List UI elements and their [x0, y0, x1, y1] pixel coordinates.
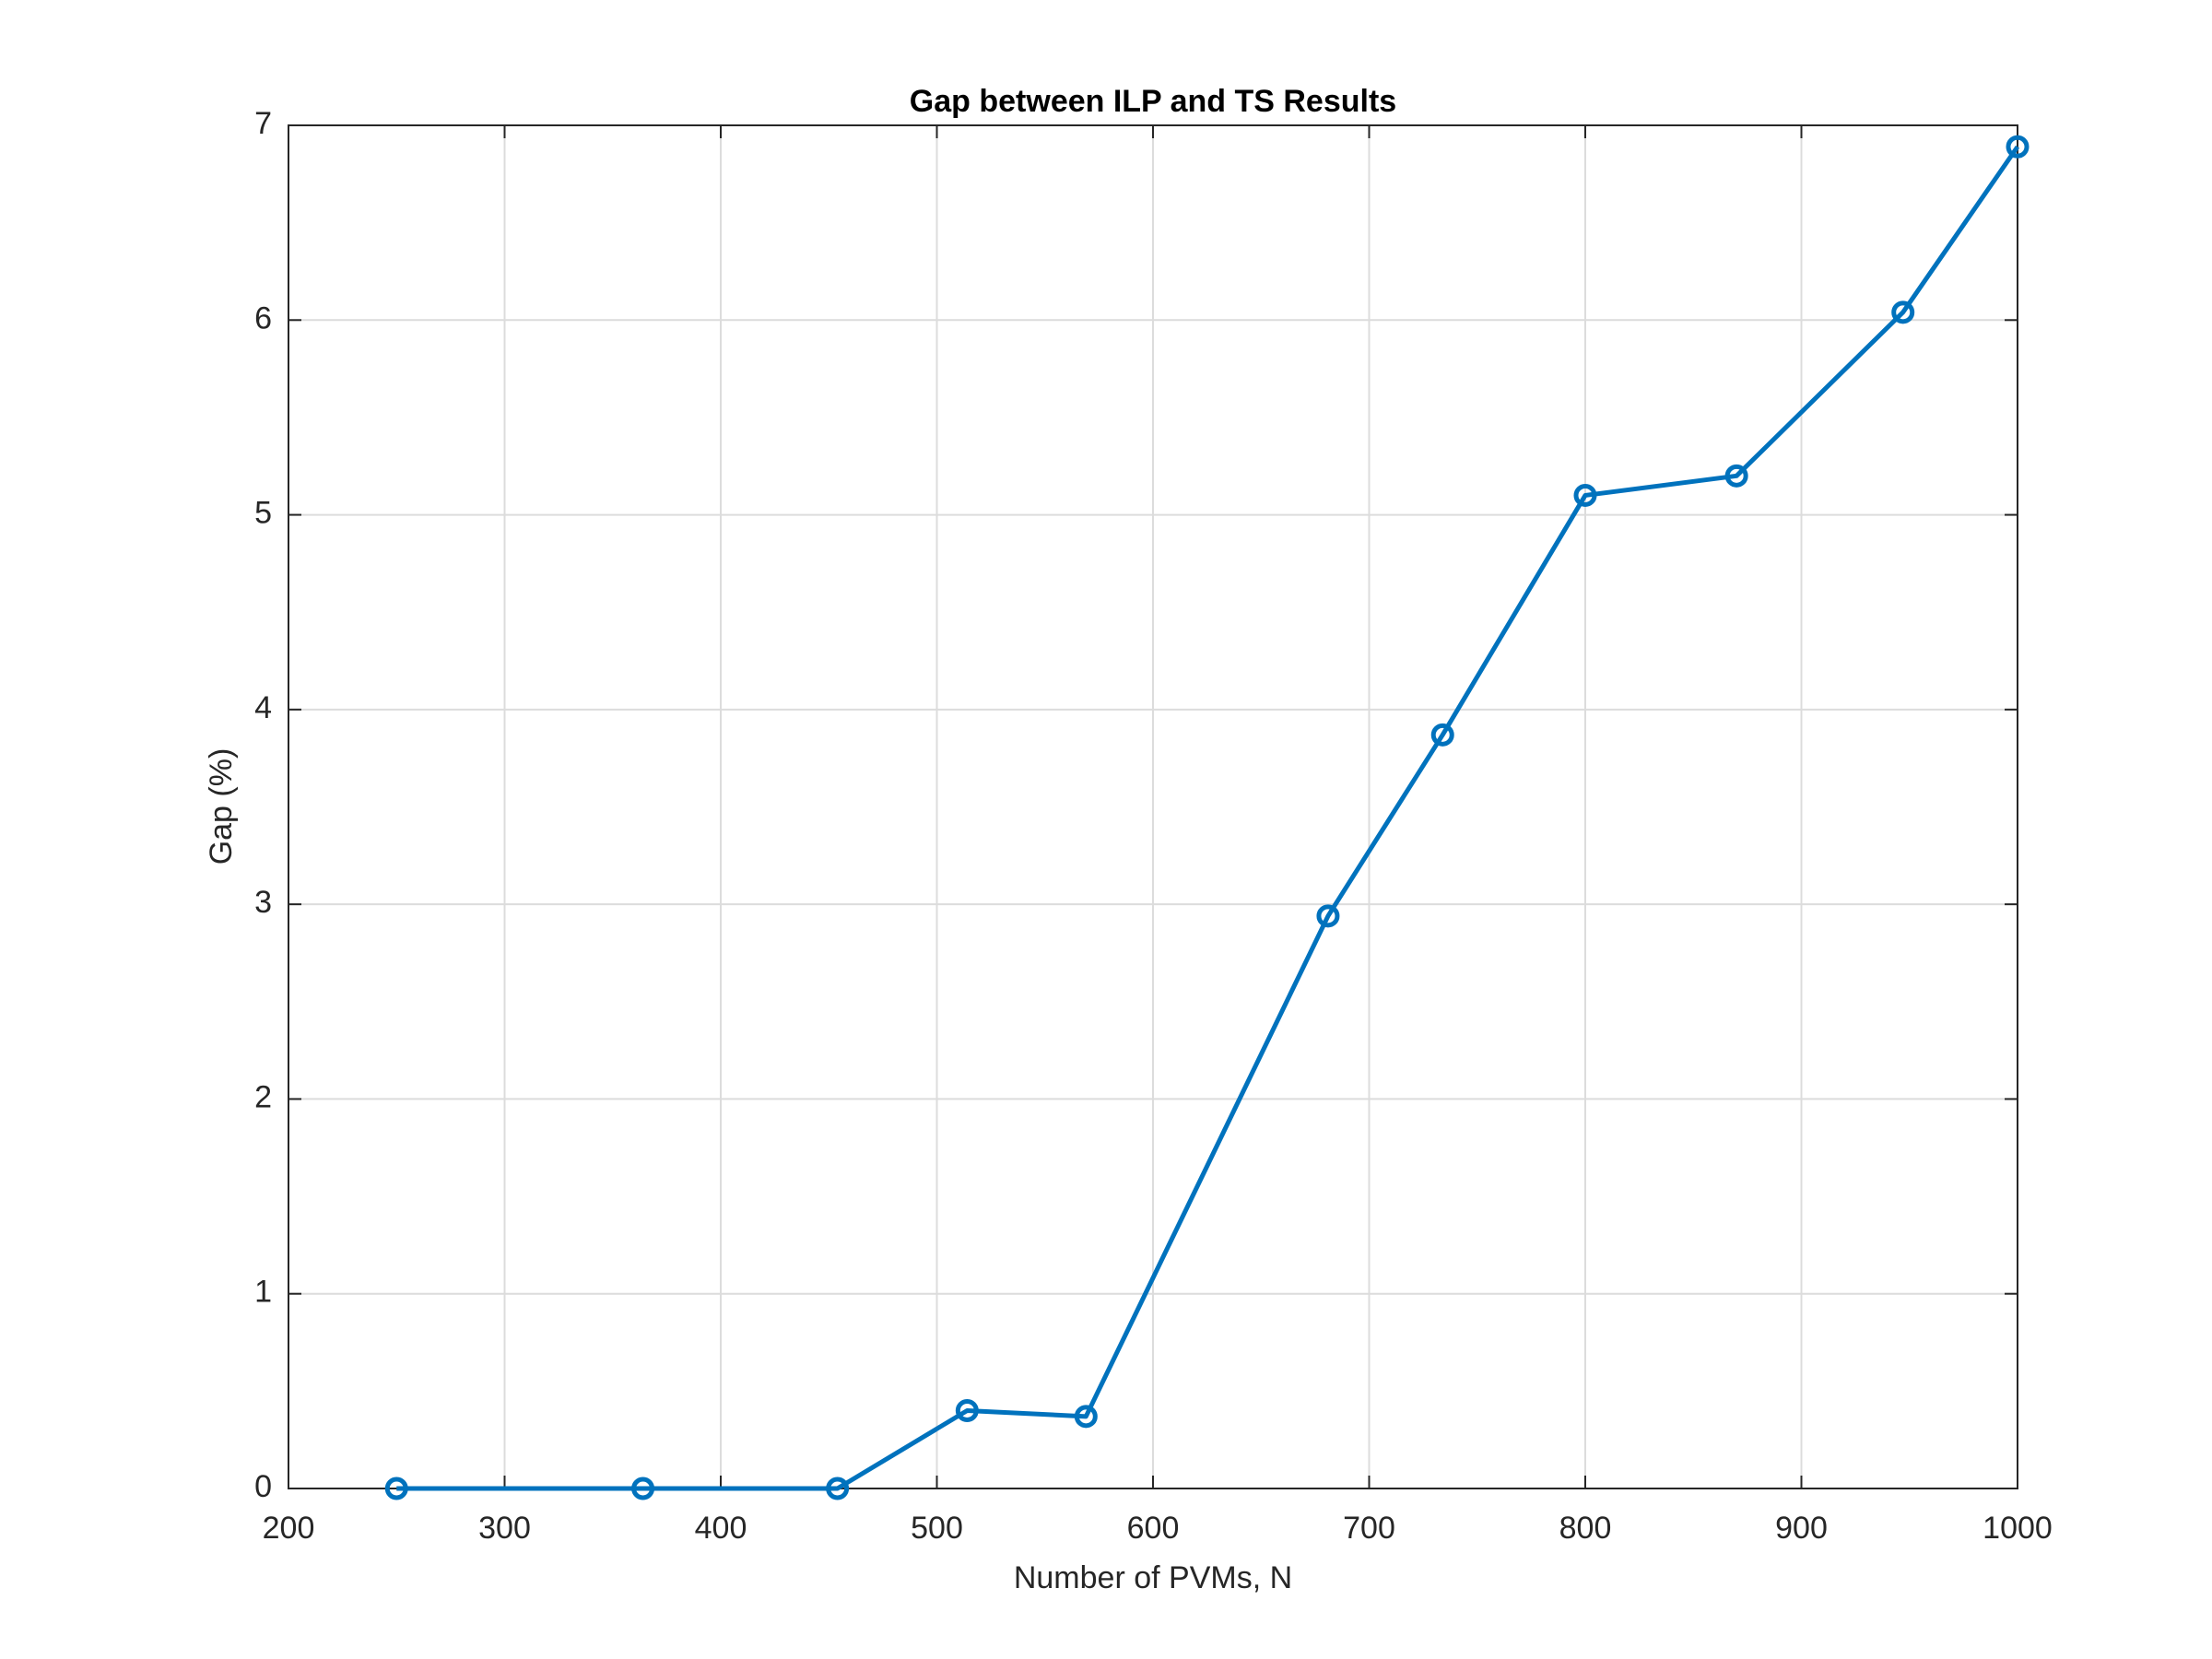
y-tick-label: 1	[254, 1275, 272, 1310]
data-point	[1891, 300, 1915, 324]
data-point	[1074, 1405, 1098, 1429]
data-point	[1316, 904, 1340, 928]
data-point	[2006, 135, 2030, 159]
y-axis-label: Gap (%)	[204, 748, 239, 865]
y-tick-label: 0	[254, 1469, 272, 1504]
y-tick-label: 3	[254, 885, 272, 920]
data-point	[631, 1477, 655, 1500]
y-tick-label: 6	[254, 300, 272, 335]
y-tick-label: 5	[254, 496, 272, 531]
x-tick-label: 700	[1343, 1511, 1395, 1546]
x-tick-label: 600	[1127, 1511, 1180, 1546]
chart-title: Gap between ILP and TS Results	[910, 84, 1396, 119]
data-point	[1573, 483, 1597, 507]
x-tick-label: 400	[695, 1511, 747, 1546]
x-tick-label: 500	[911, 1511, 963, 1546]
x-tick-label: 800	[1559, 1511, 1612, 1546]
x-tick-label: 200	[263, 1511, 315, 1546]
data-point	[826, 1477, 850, 1500]
y-tick-label: 7	[254, 106, 272, 141]
y-tick-label: 4	[254, 690, 272, 725]
data-line	[396, 145, 2020, 1491]
data-point	[1724, 464, 1748, 488]
data-point	[955, 1398, 979, 1422]
x-tick-label: 300	[478, 1511, 531, 1546]
x-tick-label: 1000	[1983, 1511, 2053, 1546]
data-point	[384, 1477, 408, 1500]
data-point	[1430, 723, 1454, 747]
x-axis-label: Number of PVMs, N	[1014, 1560, 1292, 1595]
plot-frame	[288, 124, 2018, 1489]
x-tick-label: 900	[1775, 1511, 1828, 1546]
y-tick-label: 2	[254, 1079, 272, 1114]
